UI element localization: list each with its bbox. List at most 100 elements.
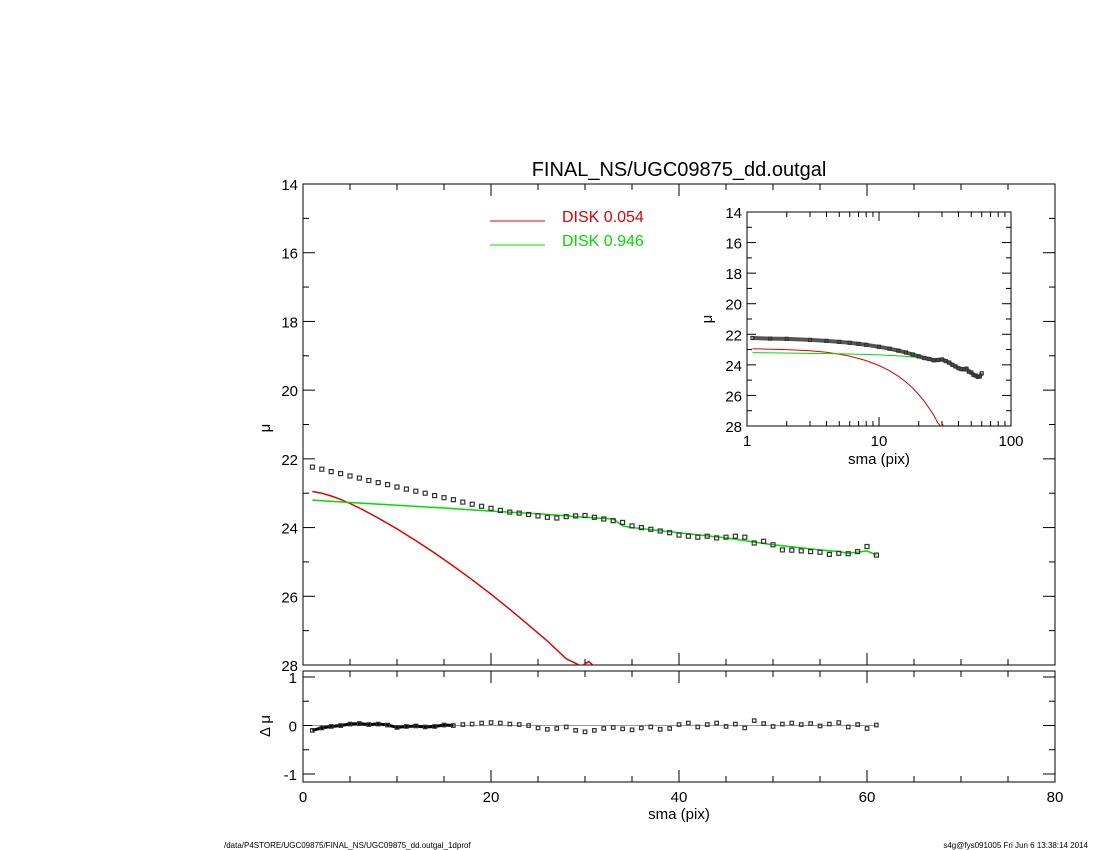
y-tick-label: 14: [281, 177, 298, 194]
residual-point: [441, 722, 447, 728]
residual-point: [347, 721, 353, 727]
data-point: [947, 360, 952, 365]
data-point: [873, 552, 880, 558]
residual-point: [573, 727, 579, 733]
residual-point: [732, 721, 738, 727]
main-panel: 14 16 18 20 22 24 26 28 μ DISK 0.054 DISK 0.946: [257, 177, 1056, 675]
data-point: [916, 354, 921, 359]
data-point: [845, 551, 851, 557]
residual-point: [469, 721, 475, 727]
data-point: [460, 499, 466, 505]
y-tick-label: 24: [281, 521, 298, 538]
data-point: [854, 548, 861, 555]
residual-point: [751, 718, 757, 724]
x-tick-label: 20: [483, 789, 500, 806]
residual-point: [836, 720, 842, 725]
data-point: [432, 493, 438, 499]
data-point: [516, 510, 522, 516]
residual-point: [385, 722, 390, 728]
residual-point: [723, 724, 729, 729]
series-line-disk2: [312, 499, 877, 556]
data-point: [887, 346, 892, 351]
y-tick-label: 28: [281, 658, 298, 675]
data-point: [394, 484, 400, 490]
y-tick-label: 22: [281, 452, 298, 469]
residual-point: [620, 726, 626, 732]
data-point: [789, 547, 795, 553]
chart-title: FINAL_NS/UGC09875_dd.outgal: [532, 159, 827, 181]
data-point: [836, 550, 842, 556]
residual-point: [610, 725, 616, 730]
y-tick-label: 26: [725, 388, 742, 405]
residual-point: [319, 725, 325, 731]
data-point: [347, 473, 353, 479]
residual-point: [526, 723, 532, 728]
residual-point: [357, 721, 362, 726]
data-point: [864, 342, 869, 347]
data-point: [356, 475, 362, 481]
data-point: [479, 503, 485, 509]
data-point: [497, 507, 503, 513]
residual-point: [451, 723, 456, 728]
data-point: [824, 338, 829, 343]
residual-point: [328, 724, 334, 729]
data-point: [964, 366, 969, 371]
x-axis-label: sma (pix): [848, 451, 910, 468]
y-tick-label: 20: [725, 297, 742, 314]
data-point: [807, 337, 813, 342]
data-point: [779, 547, 786, 553]
residual-point: [498, 720, 503, 726]
residual-point: [366, 722, 372, 727]
residual-point: [507, 721, 513, 727]
data-point: [525, 511, 532, 518]
residual-point: [375, 721, 381, 727]
residual-point: [404, 724, 409, 729]
data-point: [638, 524, 645, 531]
y-tick-label: 16: [281, 246, 298, 263]
data-point: [572, 513, 579, 519]
residual-line: [312, 722, 454, 732]
data-point: [971, 372, 976, 377]
residual-point: [798, 722, 804, 727]
y-axis-label: μ: [699, 315, 716, 324]
data-point: [629, 523, 635, 529]
data-point: [591, 514, 598, 520]
residual-point: [535, 725, 541, 731]
residual-point: [488, 720, 494, 725]
data-point: [939, 357, 945, 362]
legend-label: DISK 0.054: [562, 209, 644, 226]
data-point: [751, 540, 757, 546]
data-point: [742, 534, 748, 540]
legend-label: DISK 0.946: [562, 233, 644, 250]
residual-point: [817, 723, 823, 729]
data-point: [817, 549, 823, 555]
residual-point: [676, 722, 682, 727]
residual-point: [422, 724, 428, 730]
data-point: [798, 548, 804, 554]
data-point: [403, 486, 409, 492]
residual-point: [742, 725, 748, 731]
data-point: [422, 490, 428, 496]
residual-point: [808, 721, 814, 726]
data-point: [732, 533, 739, 539]
x-tick-label: 80: [1047, 789, 1064, 806]
x-axis-label: sma (pix): [648, 806, 710, 823]
residual-point: [845, 724, 851, 730]
residual-point: [601, 726, 607, 731]
data-point: [807, 548, 814, 555]
residual-point: [544, 726, 550, 732]
data-point: [676, 532, 682, 538]
residual-point: [582, 729, 588, 735]
data-point: [507, 509, 513, 515]
data-point: [847, 340, 852, 345]
residual-point: [310, 727, 315, 733]
data-point: [864, 543, 870, 550]
footer-path: /data/P4STORE/UGC09875/FINAL_NS/UGC09875…: [224, 841, 471, 850]
data-point: [319, 466, 325, 472]
residual-point: [770, 724, 776, 729]
data-point: [826, 551, 833, 558]
x-tick-label: 1: [743, 433, 751, 450]
data-point: [441, 495, 447, 501]
